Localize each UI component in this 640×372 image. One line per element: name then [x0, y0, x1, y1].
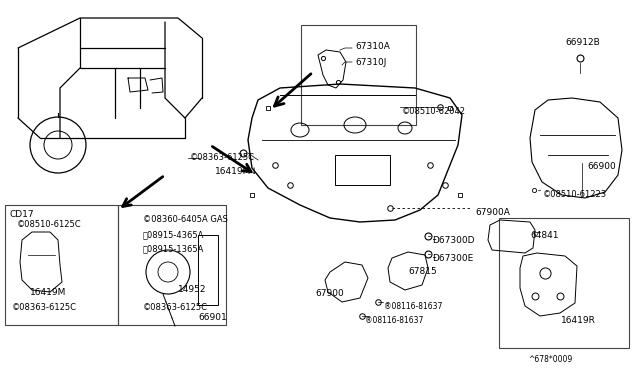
Text: Ð67300E: Ð67300E — [432, 254, 473, 263]
Text: ®08116-81637: ®08116-81637 — [365, 316, 424, 325]
Text: ©08510-6125C: ©08510-6125C — [17, 220, 82, 229]
Text: ©08363-6125C: ©08363-6125C — [143, 303, 208, 312]
Text: Ⓥ08915-1365A: Ⓥ08915-1365A — [143, 244, 204, 253]
Text: 67900: 67900 — [315, 289, 344, 298]
Text: Ð67300D: Ð67300D — [432, 236, 474, 245]
Text: 67310J: 67310J — [355, 58, 387, 67]
Bar — [198, 235, 218, 305]
Text: ^678*0009: ^678*0009 — [528, 355, 572, 364]
Bar — [499, 218, 629, 348]
Text: 16419R: 16419R — [561, 316, 596, 325]
Bar — [335, 155, 390, 185]
Bar — [301, 25, 416, 125]
Text: ©08510-61223: ©08510-61223 — [543, 190, 607, 199]
Text: 66901: 66901 — [198, 313, 227, 322]
Bar — [5, 205, 118, 325]
Text: CD17: CD17 — [10, 210, 35, 219]
Text: 14952: 14952 — [178, 285, 207, 294]
Text: 16419M: 16419M — [30, 288, 67, 297]
Text: 66912B: 66912B — [565, 38, 600, 47]
Text: ©08510-62042: ©08510-62042 — [402, 107, 466, 116]
Text: 67310A: 67310A — [355, 42, 390, 51]
Text: 67900A: 67900A — [475, 208, 510, 217]
Text: ©08363-6125C: ©08363-6125C — [190, 153, 255, 162]
Text: ©08363-6125C: ©08363-6125C — [12, 303, 77, 312]
Text: ®08116-81637: ®08116-81637 — [384, 302, 442, 311]
Text: 66900: 66900 — [587, 162, 616, 171]
Text: 16419M↓: 16419M↓ — [215, 167, 259, 176]
Text: ©08360-6405A GAS: ©08360-6405A GAS — [143, 215, 228, 224]
Text: Ⓥ08915-4365A: Ⓥ08915-4365A — [143, 230, 204, 239]
Text: 64841: 64841 — [530, 231, 559, 240]
Bar — [118, 205, 226, 325]
Text: 67815: 67815 — [408, 267, 436, 276]
